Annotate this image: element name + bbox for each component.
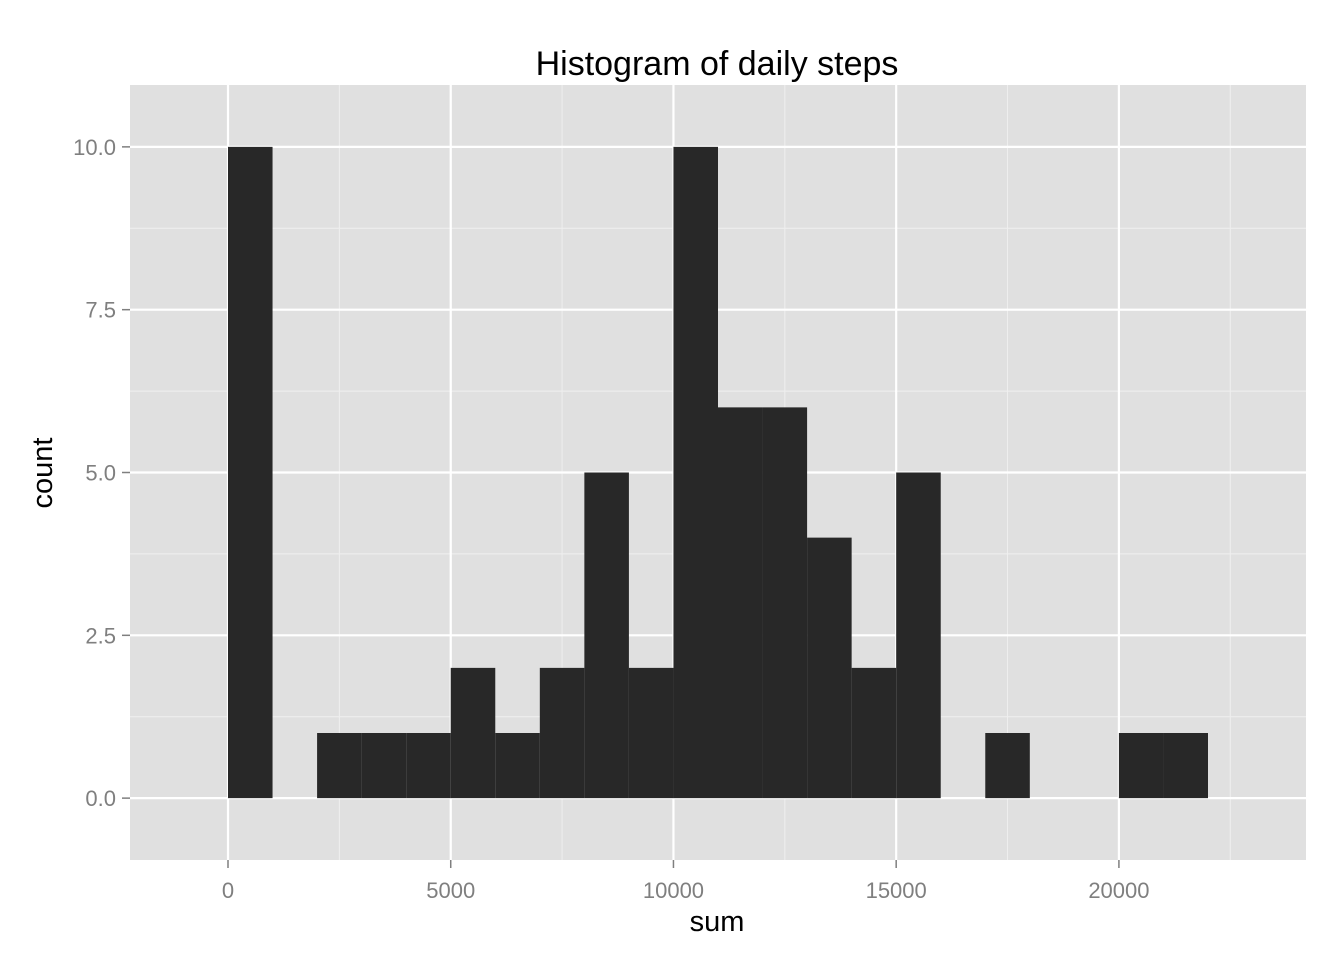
histogram-bar [495,733,540,799]
histogram-bar [762,407,808,799]
y-tick-label: 7.5 [85,298,116,323]
histogram-bar [584,472,629,799]
x-axis: 0 5000 10000 15000 20000 [222,860,1150,903]
histogram-bar [361,733,407,799]
histogram-bar [406,733,451,799]
x-tick-label: 5000 [426,878,475,903]
y-tick-label: 5.0 [85,461,116,486]
y-axis-title: count [27,438,59,509]
histogram-bar [1163,733,1208,799]
histogram-bar [539,667,585,799]
x-tick-label: 20000 [1088,878,1149,903]
histogram-bar [317,733,362,799]
chart-title: Histogram of daily steps [536,45,899,83]
x-tick-label: 10000 [643,878,704,903]
histogram-bar [673,146,718,799]
y-tick-label: 10.0 [73,135,116,160]
x-tick-label: 0 [222,878,234,903]
y-tick-label: 2.5 [85,623,116,648]
y-axis: 0.0 2.5 5.0 7.5 10.0 [73,135,130,811]
histogram-bar [718,407,763,799]
histogram-bar [1118,733,1164,799]
x-tick-label: 15000 [866,878,927,903]
histogram-bar [628,667,674,799]
histogram-bar [896,472,941,799]
histogram-bar [450,667,496,799]
x-axis-title: sum [690,906,745,938]
plot-panel [130,85,1306,860]
histogram-bar [228,146,273,799]
histogram-bar [985,733,1030,799]
histogram-bar [807,537,852,799]
y-tick-label: 0.0 [85,786,116,811]
histogram-bar [851,667,897,799]
